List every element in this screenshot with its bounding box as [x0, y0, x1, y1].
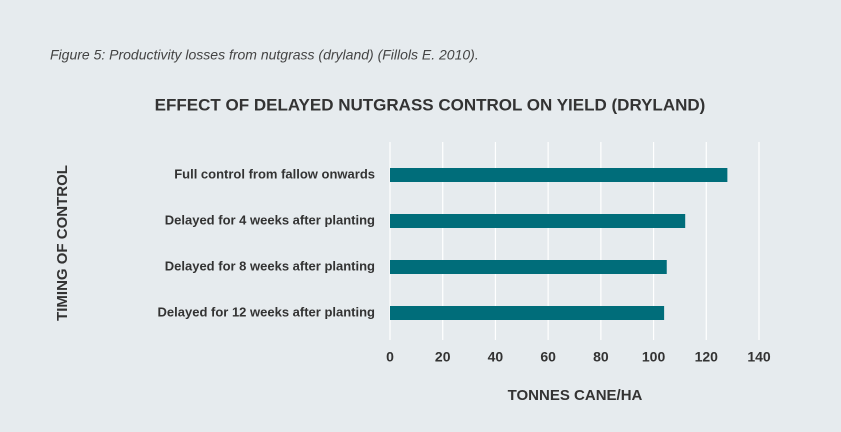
x-tick-label: 20	[435, 349, 451, 365]
bar	[390, 306, 665, 320]
x-tick-label: 40	[488, 349, 504, 365]
x-tick-label: 140	[747, 349, 771, 365]
x-tick-label: 80	[593, 349, 609, 365]
x-tick-label: 100	[642, 349, 666, 365]
bar	[390, 214, 686, 228]
bar	[390, 260, 667, 274]
caption: Figure 5: Productivity losses from nutgr…	[50, 47, 479, 63]
y-axis-label: TIMING OF CONTROL	[54, 165, 71, 321]
x-axis-label: TONNES CANE/HA	[508, 387, 643, 404]
y-tick-label: Delayed for 12 weeks after planting	[158, 304, 376, 319]
chart-title: EFFECT OF DELAYED NUTGRASS CONTROL ON YI…	[155, 95, 706, 114]
x-tick-label: 0	[386, 349, 394, 365]
x-tick-label: 60	[540, 349, 556, 365]
y-tick-label: Delayed for 8 weeks after planting	[165, 258, 375, 273]
y-tick-label: Full control from fallow onwards	[174, 166, 375, 181]
y-tick-label: Delayed for 4 weeks after planting	[165, 212, 375, 227]
bar	[390, 168, 728, 182]
x-tick-label: 120	[695, 349, 719, 365]
